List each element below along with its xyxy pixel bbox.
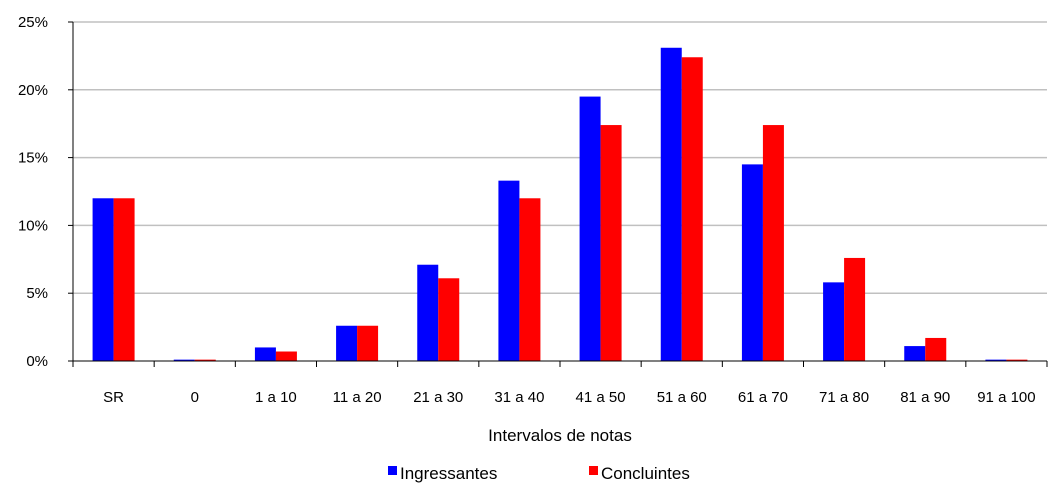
x-tick-label: 81 a 90	[900, 389, 950, 406]
bar-ingressantes-1	[173, 359, 195, 361]
x-tick-label: 41 a 50	[576, 389, 626, 406]
bar-concluintes-4	[438, 278, 460, 361]
x-axis-title: Intervalos de notas	[488, 426, 632, 445]
bar-ingressantes-0	[92, 198, 114, 361]
x-tick-label: 91 a 100	[977, 389, 1035, 406]
legend-swatch-ingressantes	[388, 466, 397, 475]
bar-ingressantes-5	[498, 180, 520, 361]
bar-concluintes-7	[681, 57, 703, 361]
bar-concluintes-6	[600, 125, 622, 361]
bar-ingressantes-3	[336, 325, 358, 361]
y-tick-labels: 0% 5% 10% 15% 20% 25%	[18, 14, 48, 370]
bar-ingressantes-2	[254, 347, 276, 361]
y-tick-label: 0%	[26, 353, 48, 370]
legend-label-ingressantes: Ingressantes	[400, 464, 497, 483]
x-tick-label: 71 a 80	[819, 389, 869, 406]
axes	[68, 21, 1048, 367]
bar-concluintes-8	[762, 125, 784, 361]
y-tick-label: 10%	[18, 217, 48, 234]
y-tick-label: 25%	[18, 14, 48, 31]
x-tick-label: SR	[103, 389, 124, 406]
y-tick-label: 15%	[18, 150, 48, 167]
bar-concluintes-11	[1006, 359, 1028, 361]
bar-ingressantes-6	[579, 96, 601, 361]
legend-swatch-concluintes	[589, 466, 598, 475]
bar-ingressantes-8	[741, 164, 763, 361]
bar-concluintes-5	[519, 198, 541, 361]
x-tick-label: 31 a 40	[494, 389, 544, 406]
bar-concluintes-1	[194, 359, 216, 361]
legend-label-concluintes: Concluintes	[601, 464, 690, 483]
gridlines	[73, 21, 1047, 294]
y-tick-label: 20%	[18, 82, 48, 99]
x-tick-label: 51 a 60	[657, 389, 707, 406]
bar-ingressantes-10	[904, 346, 926, 361]
bar-concluintes-2	[275, 351, 297, 361]
bar-concluintes-3	[357, 325, 379, 361]
bar-concluintes-10	[925, 337, 947, 361]
bar-concluintes-9	[844, 257, 866, 361]
bar-concluintes-0	[113, 198, 135, 361]
x-tick-label: 0	[191, 389, 199, 406]
bar-ingressantes-4	[417, 264, 439, 361]
x-tick-label: 61 a 70	[738, 389, 788, 406]
legend: Ingressantes Concluintes	[388, 464, 690, 483]
bar-ingressantes-7	[660, 47, 682, 361]
x-tick-label: 1 a 10	[255, 389, 297, 406]
y-tick-label: 5%	[26, 285, 48, 302]
bar-ingressantes-11	[985, 359, 1007, 361]
x-tick-labels: SR 0 1 a 10 11 a 20 21 a 30 31 a 40 41 a 50 51 …	[103, 389, 1035, 406]
bars	[92, 47, 1028, 361]
x-tick-label: 21 a 30	[413, 389, 463, 406]
x-tick-label: 11 a 20	[333, 389, 382, 406]
bar-ingressantes-9	[823, 282, 845, 361]
